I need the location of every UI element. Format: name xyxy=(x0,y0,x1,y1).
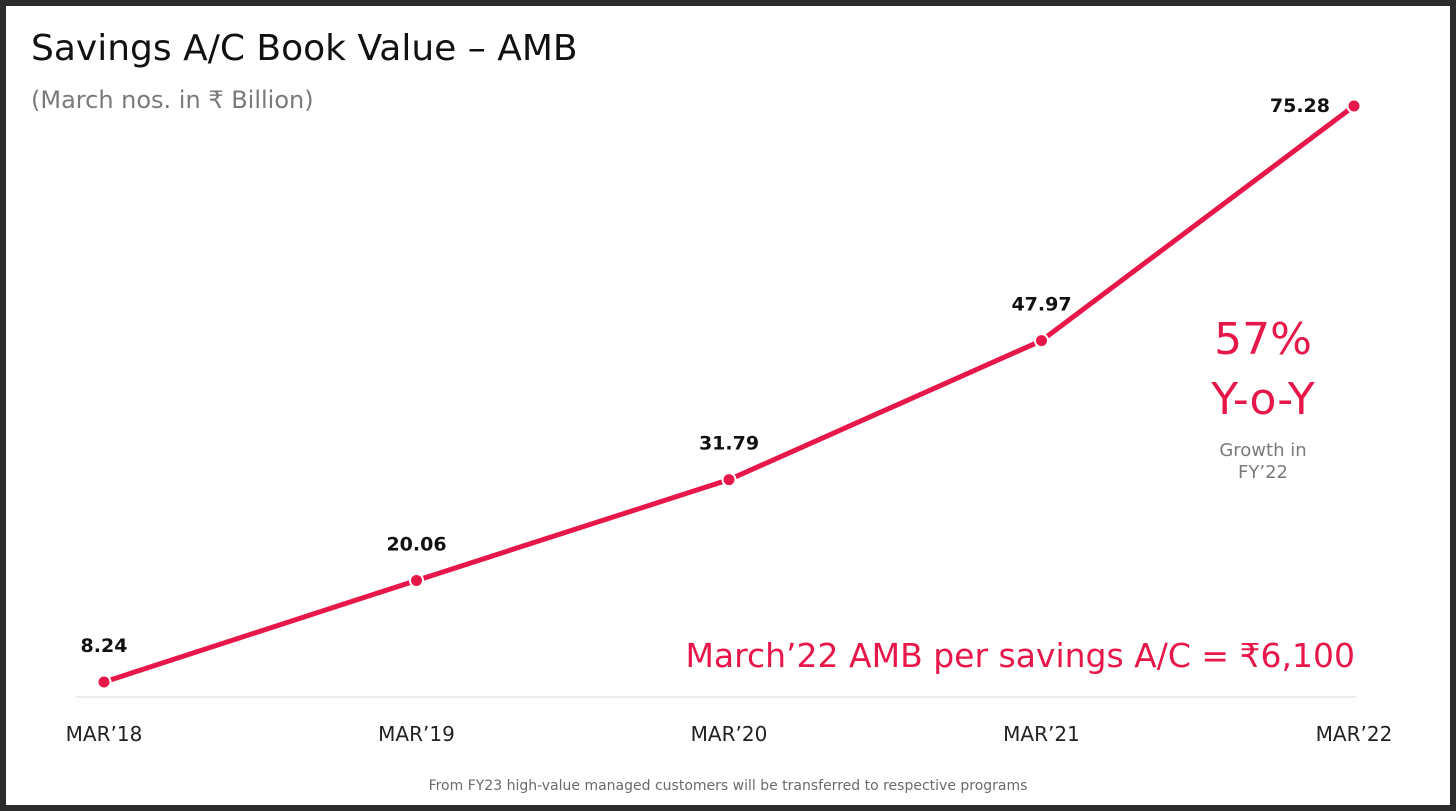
growth-caption-line1: Growth in xyxy=(1219,440,1307,461)
amb-per-account-note: March’22 AMB per savings A/C = ₹6,100 xyxy=(685,636,1355,675)
data-label-0: 8.24 xyxy=(81,635,128,657)
growth-yoy-label: Y-o-Y xyxy=(1211,374,1315,425)
x-tick-label-0: MAR’18 xyxy=(66,722,143,746)
data-label-2: 31.79 xyxy=(699,433,759,455)
x-tick-label-2: MAR’20 xyxy=(691,722,768,746)
data-point-3 xyxy=(1034,333,1049,349)
growth-caption: Growth in FY’22 xyxy=(1193,440,1333,484)
data-label-4: 75.28 xyxy=(1270,95,1330,117)
footnote: From FY23 high-value managed customers w… xyxy=(428,778,1028,794)
slide: Savings A/C Book Value – AMB (March nos.… xyxy=(6,6,1450,805)
line-chart: 8.24 MAR’18 20.06 MAR’19 31.79 MAR’20 47.97 MAR… xyxy=(66,95,1393,746)
data-point-4 xyxy=(1346,98,1362,114)
x-tick-label-3: MAR’21 xyxy=(1003,722,1080,746)
data-point-2 xyxy=(721,472,737,488)
data-label-3: 47.97 xyxy=(1011,294,1071,316)
chart-subtitle: (March nos. in ₹ Billion) xyxy=(31,86,314,114)
chart-title: Savings A/C Book Value – AMB xyxy=(31,28,578,69)
series-line xyxy=(101,103,1357,685)
growth-caption-line2: FY’22 xyxy=(1238,462,1288,483)
x-tick-label-1: MAR’19 xyxy=(378,722,455,746)
data-point-1 xyxy=(409,572,424,588)
growth-percentage: 57% xyxy=(1214,314,1312,365)
data-label-1: 20.06 xyxy=(386,533,446,555)
x-tick-label-4: MAR’22 xyxy=(1316,722,1393,746)
data-point-0 xyxy=(96,674,112,690)
